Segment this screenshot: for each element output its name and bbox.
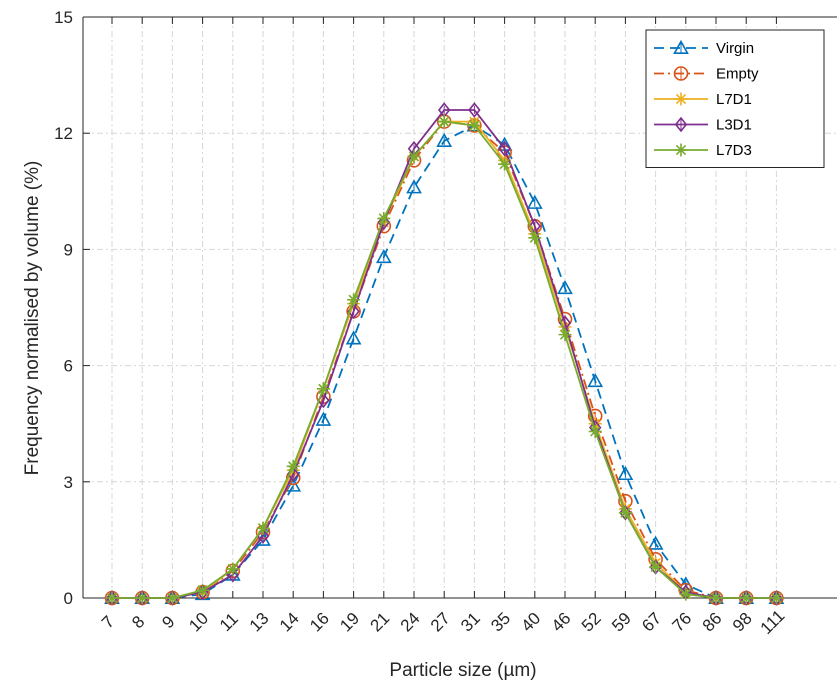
legend-marker (674, 116, 688, 133)
data-point (679, 587, 693, 601)
data-point (316, 382, 330, 396)
data-point (406, 179, 422, 194)
data-point (375, 248, 392, 264)
series-l7d3 (105, 115, 783, 605)
data-point (649, 560, 663, 574)
data-point (345, 330, 362, 345)
data-point (647, 535, 664, 550)
data-point (618, 506, 632, 520)
legend-label: L7D3 (716, 142, 752, 159)
data-point (377, 214, 391, 231)
data-point (285, 477, 302, 492)
legend-marker (673, 39, 689, 55)
data-point (498, 157, 512, 171)
series-layer (104, 102, 785, 606)
data-point (105, 591, 119, 605)
data-point (617, 465, 634, 481)
data-point (437, 115, 451, 129)
data-point (709, 591, 723, 605)
data-point (739, 591, 753, 605)
data-point (557, 279, 573, 295)
legend-item: L7D3 (654, 142, 752, 159)
legend-marker (674, 92, 688, 106)
data-point (226, 562, 240, 576)
y-tick-label: 3 (64, 473, 73, 492)
legend-marker (673, 66, 689, 81)
y-tick-label: 9 (64, 240, 73, 259)
data-point (467, 118, 481, 132)
legend: Virgin Empty L7D1 L3D1 L7D3 (645, 29, 825, 168)
legend-item: Virgin (654, 39, 754, 57)
legend-label: Empty (716, 66, 759, 83)
data-point (528, 231, 542, 245)
data-point (498, 140, 511, 157)
data-point (196, 583, 210, 597)
data-point (256, 521, 270, 535)
data-point (468, 102, 481, 118)
legend-item: Empty (654, 66, 759, 83)
data-point (407, 149, 421, 163)
legend-item: L7D1 (654, 91, 752, 108)
legend-label: L7D1 (716, 91, 752, 108)
data-point (558, 328, 572, 342)
data-point (135, 591, 149, 605)
y-tick-label: 15 (54, 8, 73, 27)
y-axis-title: Frequency normalised by volume (%) (22, 161, 43, 476)
legend-item: L3D1 (654, 117, 752, 134)
legend-marker (674, 143, 688, 157)
legend-label: Virgin (716, 40, 754, 57)
data-point (769, 591, 783, 605)
data-point (377, 211, 391, 225)
data-point (286, 459, 300, 473)
data-point (436, 132, 453, 147)
data-point (315, 411, 332, 426)
data-point (347, 293, 361, 307)
data-point (526, 194, 543, 209)
legend-label: L3D1 (716, 117, 752, 134)
y-tick-label: 0 (64, 589, 73, 608)
data-point (587, 372, 604, 388)
y-tick-label: 12 (54, 124, 73, 143)
data-point (165, 591, 179, 605)
data-point (588, 424, 602, 438)
x-axis-title: Particle size (µm) (389, 660, 536, 681)
y-tick-label: 6 (64, 357, 73, 376)
